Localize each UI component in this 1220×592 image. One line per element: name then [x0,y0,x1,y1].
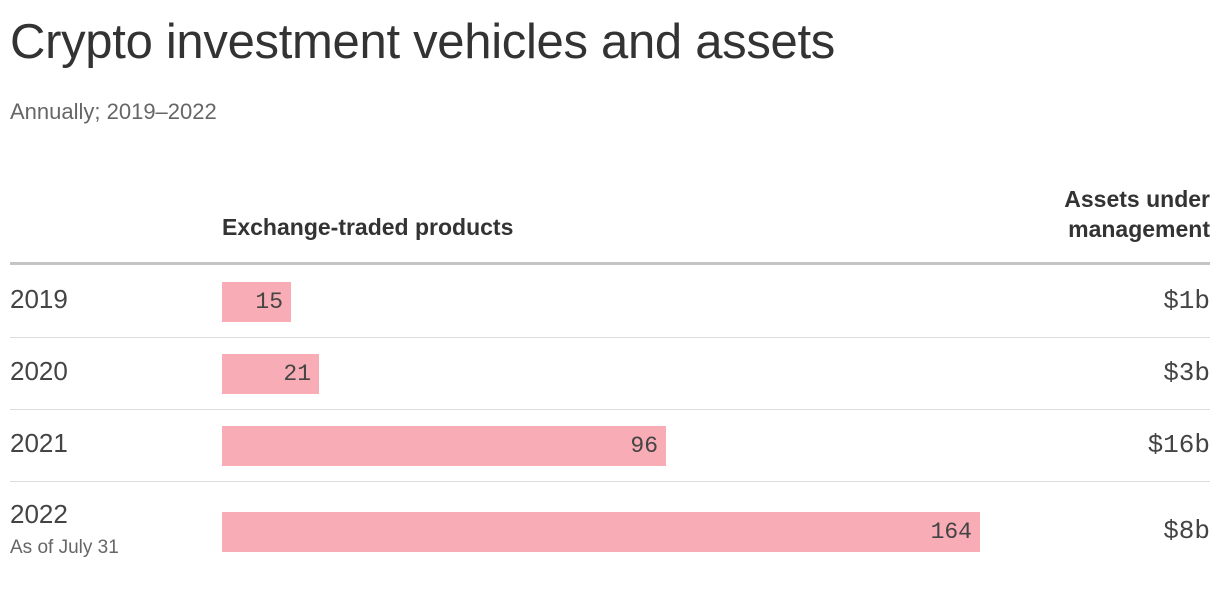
row-separator [10,481,1210,482]
bar-value-label: 164 [930,519,972,545]
bar: 21 [222,354,319,394]
category-label: 2022 [10,499,68,529]
aum-value: $16b [1147,430,1210,460]
chart-subtitle: Annually; 2019–2022 [10,99,217,124]
bar-value-label: 15 [255,289,283,315]
aum-value: $3b [1163,358,1210,388]
aum-value: $8b [1163,516,1210,546]
row-separator [10,409,1210,410]
category-note: As of July 31 [10,537,119,558]
chart-title: Crypto investment vehicles and assets [10,15,836,69]
category-label: 2020 [10,356,68,386]
bar: 96 [222,426,666,466]
category-label: 2021 [10,428,68,458]
row-separator [10,337,1210,338]
bar: 15 [222,282,291,322]
category-label: 2019 [10,284,68,314]
column-header-etp: Exchange-traded products [222,214,514,240]
column-header-aum-line1: Assets under [1064,186,1210,212]
bar-value-label: 21 [283,361,311,387]
aum-value: $1b [1163,286,1210,316]
column-header-aum-line2: management [1068,216,1210,242]
column-header-aum: Assets under management [990,184,1210,244]
header-rule [10,262,1210,265]
bar-value-label: 96 [630,433,658,459]
bar: 164 [222,512,980,552]
